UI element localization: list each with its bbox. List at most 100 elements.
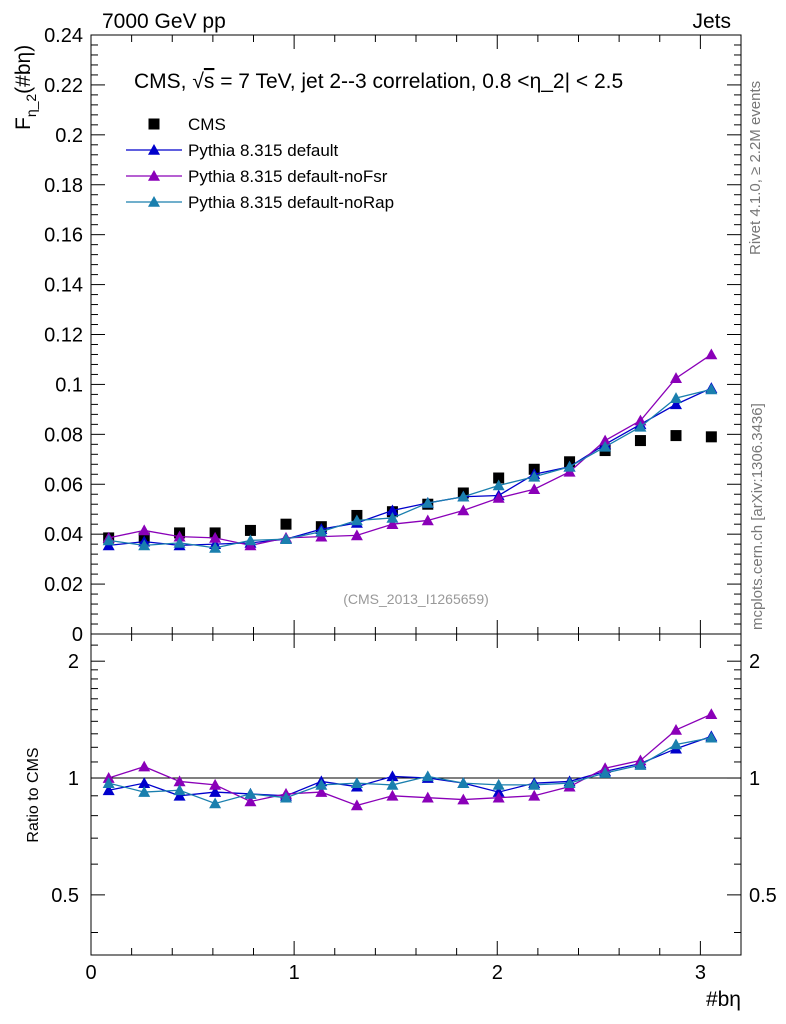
ratio-point: [705, 731, 718, 743]
ratio-ytick-label-right: 0.5: [749, 885, 777, 907]
ratio-point: [528, 789, 541, 801]
legend-marker: [148, 144, 160, 155]
legend-label: CMS: [188, 115, 226, 134]
main-panel: 0 0.02 0.04 0.06 0.08 0.1 0.12 0.14 0.16 0.18 0.2 0…: [12, 25, 742, 646]
main-ytick-label: 0: [72, 624, 83, 646]
header-left: 7000 GeV pp: [102, 10, 226, 33]
data-point: [209, 531, 222, 543]
data-point: [350, 529, 363, 541]
series-line: [108, 387, 712, 547]
main-ytick-label: 0.22: [44, 75, 83, 97]
main-ytick-label: 0.1: [55, 374, 83, 396]
xtick-label: 2: [492, 962, 503, 984]
data-point: [173, 536, 186, 548]
data-point: [634, 420, 647, 432]
ratio-point: [173, 789, 186, 801]
ratio-point: [386, 778, 399, 790]
ratio-point: [421, 791, 434, 803]
ratio-ytick-label: 2: [68, 651, 79, 673]
ratio-series-2: [102, 731, 718, 809]
main-ytick-label: 0.04: [44, 524, 83, 546]
ratio-point: [350, 799, 363, 811]
data-point: [280, 533, 292, 544]
ratio-point: [705, 708, 718, 720]
data-point: [386, 511, 399, 523]
ratio-point: [492, 786, 505, 797]
ratio-point: [457, 777, 470, 788]
series-line: [108, 353, 712, 547]
main-ytick-label: 0.14: [44, 275, 83, 297]
ratio-ytick-label: 1: [68, 768, 79, 790]
main-ytick-label: 0.16: [44, 225, 83, 247]
ratio-point: [670, 723, 682, 735]
data-point: [350, 514, 363, 526]
ratio-point: [315, 786, 328, 797]
ratio-point: [102, 784, 115, 796]
ratio-point: [102, 777, 115, 788]
main-ytick-label: 0.18: [44, 175, 83, 197]
ratio-point: [244, 787, 257, 799]
legend-label: Pythia 8.315 default-noFsr: [188, 167, 388, 186]
data-point: [670, 392, 682, 403]
data-point: [705, 383, 718, 395]
xtick-label: 0: [85, 962, 96, 984]
ratio-point: [138, 777, 151, 788]
ratio-point: [209, 778, 222, 790]
ratio-point: [173, 775, 186, 787]
data-point-cms: [634, 435, 646, 447]
ratio-point: [563, 777, 576, 788]
series-0: [103, 430, 717, 544]
data-point: [315, 525, 328, 537]
data-point: [492, 491, 505, 503]
ratio-point: [386, 770, 399, 782]
ratio-point: [209, 786, 222, 797]
ratio-point: [280, 791, 292, 803]
ratio-point: [138, 786, 151, 797]
main-ytick-label: 0.08: [44, 424, 83, 446]
data-point: [102, 534, 115, 546]
series-3: [102, 383, 718, 553]
data-point-cms: [280, 518, 292, 530]
data-point: [173, 530, 186, 542]
ratio-point: [138, 760, 151, 772]
main-ytick-label: 0.24: [44, 25, 83, 47]
rivet-label: Rivet 4.1.0, ≥ 2.2M events: [747, 81, 764, 255]
data-point: [386, 504, 399, 516]
main-ytick-label: 0.12: [44, 325, 83, 347]
main-y-axis-label: Fη_2(#bη): [12, 45, 39, 130]
legend-label: Pythia 8.315 default: [188, 141, 339, 160]
data-point: [492, 479, 505, 491]
legend-marker: [148, 170, 160, 181]
ratio-point: [599, 767, 612, 778]
ratio-ytick-label-right: 2: [749, 651, 760, 673]
data-point: [244, 534, 257, 546]
xtick-label: 3: [695, 962, 706, 984]
main-ytick-label: 0.2: [55, 125, 83, 147]
ratio-ytick-label-right: 1: [749, 768, 760, 790]
ratio-point: [386, 789, 399, 801]
data-point: [634, 414, 647, 426]
data-point: [670, 372, 682, 383]
ratio-ytick-label: 0.5: [51, 885, 79, 907]
legend: CMS Pythia 8.315 default Pythia 8.315 defa…: [126, 115, 394, 212]
ratio-point: [315, 778, 328, 790]
data-point: [705, 348, 718, 360]
ratio-point: [173, 784, 186, 796]
data-point-cms: [244, 524, 256, 536]
ratio-point: [492, 778, 505, 790]
ratio-point: [350, 777, 363, 788]
ratio-point: [528, 778, 541, 790]
data-point-cms: [670, 430, 682, 442]
series-2: [102, 348, 718, 551]
main-ytick-label: 0.06: [44, 474, 83, 496]
watermark: (CMS_2013_I1265659): [343, 591, 489, 607]
main-title: CMS, √s = 7 TeV, jet 2--3 correlation, 0…: [134, 70, 623, 93]
xtick-label: 1: [289, 962, 300, 984]
data-point: [528, 483, 541, 495]
data-point: [138, 539, 151, 551]
ratio-line: [108, 735, 712, 797]
mcplots-label: mcplots.cern.ch [arXiv:1306.3436]: [749, 403, 766, 630]
data-point: [386, 518, 399, 529]
ratio-point: [421, 770, 434, 782]
ratio-point: [209, 797, 222, 809]
